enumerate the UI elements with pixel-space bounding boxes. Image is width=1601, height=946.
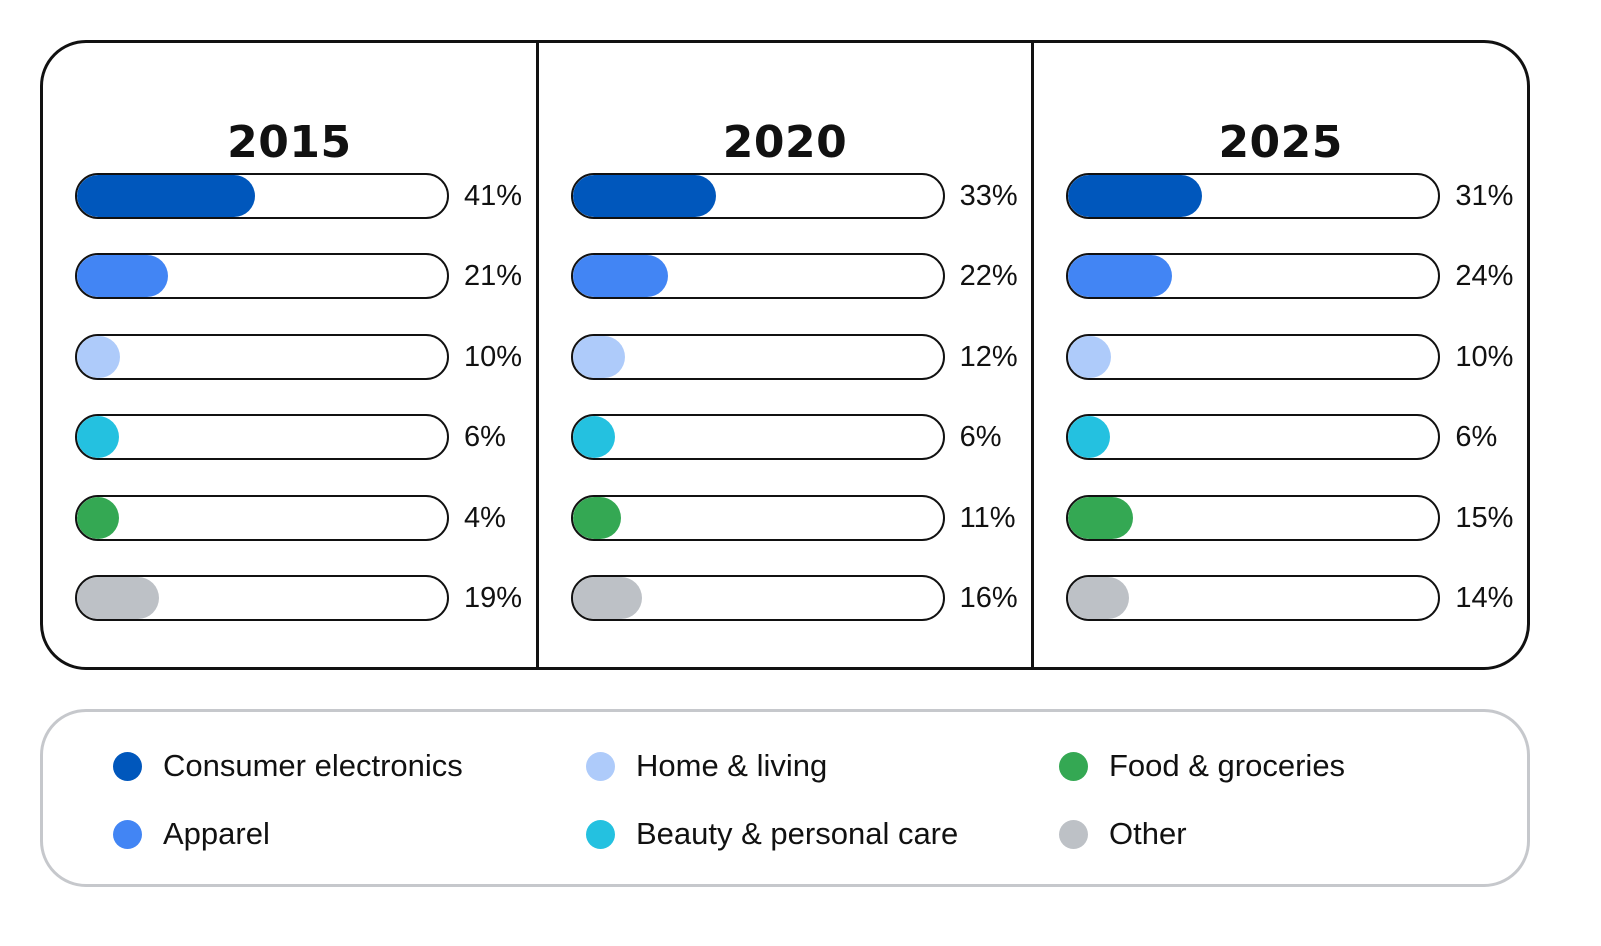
year-title: 2025 — [1218, 117, 1343, 168]
bar-value-label: 11% — [959, 502, 1016, 534]
legend-label: Apparel — [163, 816, 270, 851]
bar-track — [1066, 334, 1441, 380]
bar-track — [75, 334, 449, 380]
bar-value-label: 10% — [464, 341, 523, 373]
bar-value-label: 14% — [1455, 582, 1514, 614]
legend-item-other: Other — [1059, 814, 1187, 854]
bar-value-label: 22% — [959, 260, 1018, 292]
year-column-2020: 2020 33% 22% 12% 6% 11% 16% — [535, 43, 1032, 667]
bar-track — [570, 414, 945, 460]
year-column-2025: 2025 31% 24% 10% 6% 15% 14% — [1031, 43, 1527, 667]
bar-value-label: 6% — [959, 421, 1002, 453]
legend-dot-icon — [113, 819, 142, 849]
legend-label: Consumer electronics — [163, 748, 463, 783]
bar-value-label: 19% — [464, 582, 523, 614]
bar-fill — [572, 577, 642, 619]
bar-fill — [77, 577, 159, 619]
legend-item-home-living: Home & living — [586, 746, 827, 786]
bar-fill — [1068, 416, 1111, 458]
bar-fill — [77, 336, 120, 378]
bar-value-label: 24% — [1455, 260, 1514, 292]
bar-value-label: 6% — [1455, 421, 1498, 453]
bar-value-label: 33% — [959, 180, 1018, 212]
bar-track — [570, 253, 945, 299]
bar-value-label: 6% — [464, 421, 506, 453]
bar-track — [1066, 414, 1441, 460]
bar-fill — [572, 416, 615, 458]
bar-fill — [77, 497, 119, 539]
bar-track — [570, 173, 945, 219]
bar-track — [75, 575, 449, 621]
chart-panel: 2015 41% 21% 10% 6% 4% 19% 2020 33% 22% 12% 6% 11… — [40, 40, 1530, 670]
bar-fill — [1068, 497, 1134, 539]
legend-dot-icon — [586, 751, 615, 781]
legend-item-food-groceries: Food & groceries — [1059, 746, 1345, 786]
bar-track — [570, 495, 945, 541]
legend-item-beauty-personal-care: Beauty & personal care — [586, 814, 958, 854]
legend-item-apparel: Apparel — [113, 814, 270, 854]
bar-track — [1066, 575, 1441, 621]
legend-label: Food & groceries — [1109, 748, 1346, 783]
bar-track — [75, 414, 449, 460]
bar-value-label: 12% — [959, 341, 1018, 373]
year-title: 2015 — [227, 117, 352, 168]
bar-value-label: 4% — [464, 502, 506, 534]
legend-label: Home & living — [636, 748, 828, 783]
bar-fill — [1068, 577, 1130, 619]
bar-track — [75, 173, 449, 219]
legend: Consumer electronics Apparel Home & livi… — [40, 709, 1530, 887]
year-column-2015: 2015 41% 21% 10% 6% 4% 19% — [43, 43, 536, 667]
bar-fill — [572, 336, 625, 378]
legend-item-consumer-electronics: Consumer electronics — [113, 746, 463, 786]
bar-value-label: 15% — [1455, 502, 1514, 534]
bar-value-label: 21% — [464, 260, 523, 292]
bar-value-label: 10% — [1455, 341, 1514, 373]
bar-fill — [572, 175, 716, 217]
legend-dot-icon — [586, 819, 615, 849]
bar-track — [75, 253, 449, 299]
legend-dot-icon — [113, 751, 142, 781]
legend-label: Beauty & personal care — [636, 816, 959, 851]
legend-dot-icon — [1059, 819, 1088, 849]
bar-track — [570, 575, 945, 621]
bar-fill — [77, 416, 119, 458]
bar-fill — [572, 255, 668, 297]
bar-track — [570, 334, 945, 380]
legend-label: Other — [1109, 816, 1187, 851]
bar-fill — [1068, 255, 1173, 297]
bar-value-label: 41% — [464, 180, 523, 212]
bar-fill — [77, 255, 168, 297]
bar-fill — [77, 175, 255, 217]
bar-track — [1066, 173, 1441, 219]
bar-track — [1066, 253, 1441, 299]
legend-dot-icon — [1059, 751, 1088, 781]
bar-track — [75, 495, 449, 541]
bar-value-label: 31% — [1455, 180, 1514, 212]
bar-fill — [1068, 336, 1112, 378]
bar-fill — [572, 497, 621, 539]
year-title: 2020 — [722, 117, 848, 168]
bar-fill — [1068, 175, 1203, 217]
bar-value-label: 16% — [959, 582, 1018, 614]
bar-track — [1066, 495, 1441, 541]
